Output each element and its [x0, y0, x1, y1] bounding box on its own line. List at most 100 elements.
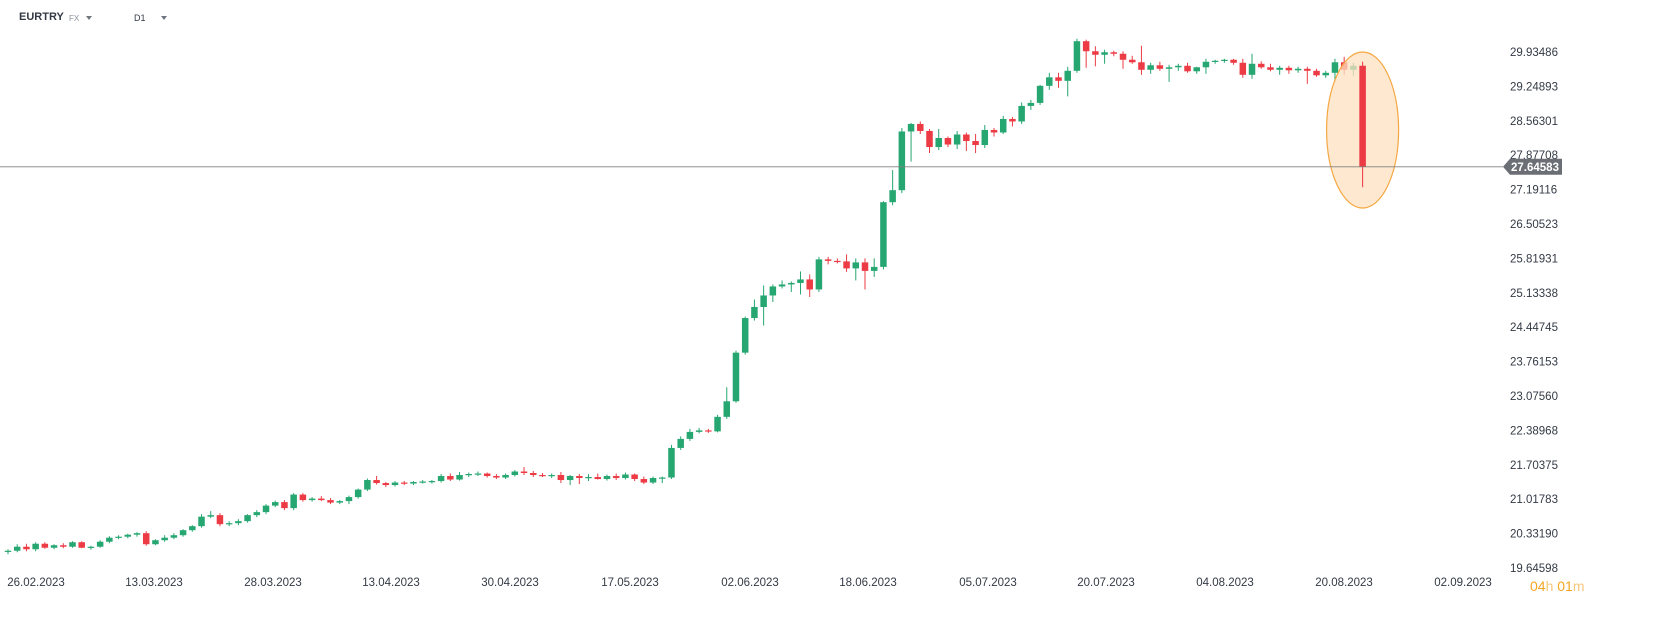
candle-body	[1046, 77, 1053, 86]
candle-body	[474, 473, 482, 475]
current-price-label: 27.64583	[1511, 162, 1559, 174]
candle	[1027, 99, 1035, 110]
candle-body	[963, 134, 970, 142]
candle	[262, 504, 270, 515]
candle	[511, 470, 519, 477]
candle-body	[557, 475, 565, 481]
date-tick-label: 17.05.2023	[601, 577, 659, 589]
candle-body	[271, 502, 279, 506]
candle-body	[456, 475, 463, 480]
candle-body	[1175, 65, 1182, 68]
candle-body	[907, 123, 915, 132]
interval-selector[interactable]: D1	[134, 13, 146, 23]
interval-dropdown-chevron-icon[interactable]	[161, 16, 167, 20]
candle	[557, 472, 565, 484]
price-tick-label: 27.19116	[1510, 185, 1557, 197]
candle-body	[723, 401, 731, 417]
candle	[990, 127, 998, 137]
candle-body	[161, 537, 168, 541]
candle	[189, 525, 196, 532]
candle	[428, 480, 436, 484]
candle	[419, 480, 426, 484]
candle-body	[253, 512, 261, 516]
date-axis[interactable]: 26.02.2023 13.03.2023 28.03.2023 13.04.2023…	[7, 577, 1492, 589]
candle-body	[1276, 67, 1283, 70]
candle-body	[281, 502, 288, 509]
candle	[1092, 46, 1099, 67]
candle	[1294, 66, 1302, 73]
candle	[981, 124, 989, 149]
candle	[50, 544, 58, 550]
candle	[318, 496, 325, 502]
candle-body	[1055, 77, 1062, 81]
candle	[281, 500, 288, 511]
candle	[1322, 70, 1329, 78]
candle-body	[1165, 67, 1173, 69]
candle-body	[1359, 65, 1366, 167]
candle	[788, 281, 795, 292]
candle-body	[1211, 60, 1219, 62]
candle	[437, 474, 445, 483]
candle	[207, 511, 214, 519]
candle	[963, 132, 970, 152]
candle-body	[382, 483, 390, 486]
timer-minutes: 01	[1557, 578, 1573, 594]
date-tick-label: 13.03.2023	[125, 577, 183, 589]
candle-body	[4, 550, 12, 552]
candle-body	[87, 546, 95, 548]
candle	[870, 258, 878, 277]
candle-body	[373, 480, 380, 484]
candle	[566, 475, 574, 486]
candle	[861, 258, 869, 290]
candle-body	[889, 190, 896, 203]
candle-body	[1322, 72, 1329, 76]
date-tick-label: 30.04.2023	[481, 577, 539, 589]
candle-body	[1257, 63, 1265, 68]
candle	[852, 258, 860, 281]
candle-body	[1239, 62, 1247, 75]
candle	[659, 476, 666, 484]
date-tick-label: 02.09.2023	[1434, 577, 1492, 589]
candle-body	[1101, 52, 1108, 55]
candle-body	[741, 318, 749, 353]
symbol-label[interactable]: EURTRY	[19, 11, 64, 23]
candle	[410, 481, 417, 486]
candle	[78, 541, 85, 549]
candle-body	[299, 494, 307, 501]
candle	[649, 476, 657, 485]
candle	[1285, 65, 1293, 74]
candle	[493, 474, 500, 480]
candle-body	[953, 134, 961, 145]
price-tick-label: 25.81931	[1510, 253, 1558, 265]
candle-body	[1018, 105, 1025, 122]
candle-body	[290, 494, 297, 509]
candle-body	[631, 474, 638, 480]
candle	[170, 533, 178, 540]
candle	[216, 513, 224, 527]
symbol-dropdown-chevron-icon[interactable]	[86, 16, 92, 20]
candle-body	[235, 521, 242, 524]
candle	[944, 136, 952, 148]
candle	[1073, 38, 1081, 73]
price-tick-label: 21.01783	[1510, 494, 1558, 506]
candle	[1009, 116, 1016, 127]
candle	[751, 299, 758, 321]
candle	[465, 472, 472, 478]
candle-body	[870, 266, 878, 271]
candle	[603, 474, 611, 481]
price-tick-label: 21.70375	[1510, 460, 1558, 472]
candle	[824, 256, 832, 265]
candle-body	[677, 438, 684, 448]
candle-body	[714, 416, 721, 432]
candle-body	[834, 260, 841, 263]
price-axis[interactable]: 29.9348629.2489328.5630127.8770827.19116…	[1503, 47, 1562, 575]
price-tick-label: 19.64598	[1510, 563, 1558, 575]
price-tick-label: 29.93486	[1510, 47, 1558, 59]
candle	[179, 529, 187, 537]
price-tick-label: 23.07560	[1510, 391, 1558, 403]
candle-body	[999, 118, 1007, 133]
candle	[686, 428, 694, 441]
candle-body	[327, 500, 334, 503]
candle	[1276, 65, 1283, 75]
